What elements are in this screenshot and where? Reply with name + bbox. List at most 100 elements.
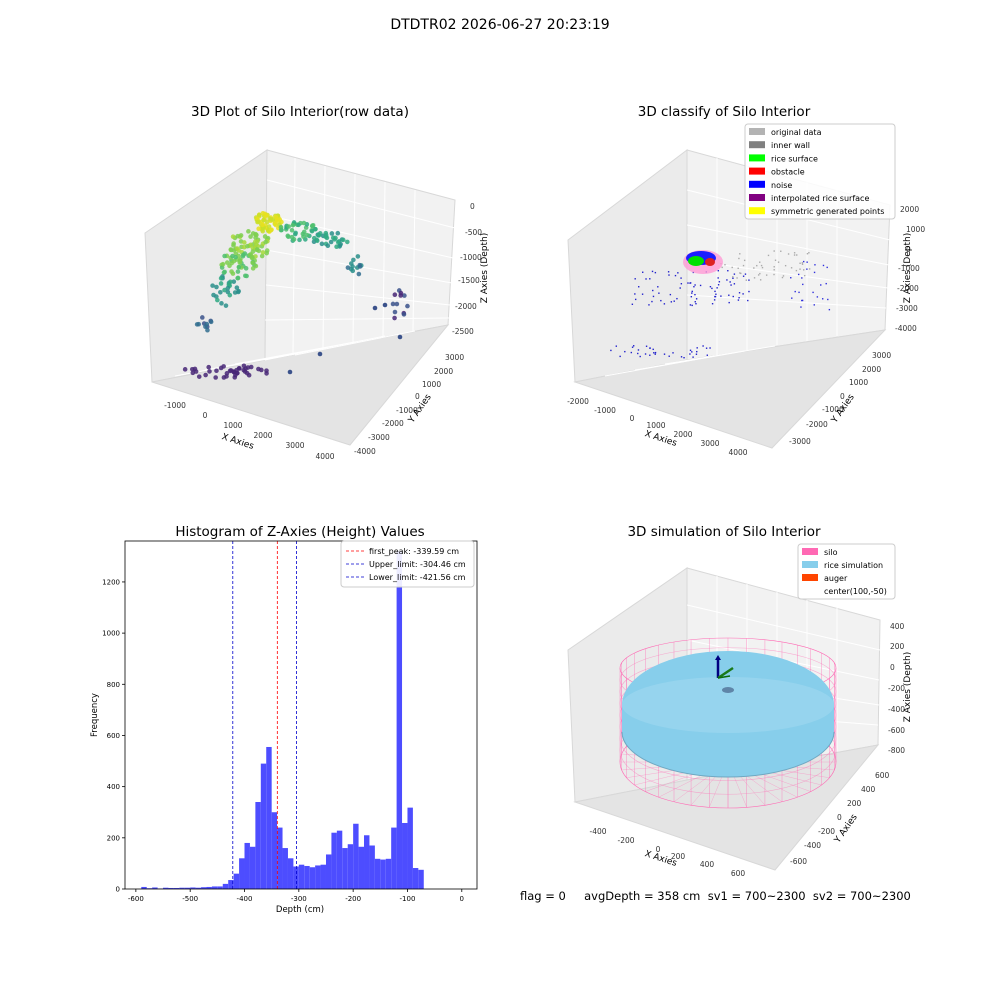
histogram-bar bbox=[315, 865, 321, 889]
histogram-bar bbox=[374, 858, 381, 889]
simulation-xtick: 200 bbox=[671, 852, 686, 861]
histogram-bar bbox=[336, 830, 343, 889]
classify-ztick: 0 bbox=[906, 245, 911, 254]
classify-xtick: 4000 bbox=[728, 448, 747, 457]
raw-ztick: 0 bbox=[470, 202, 475, 211]
simulation-ytick: 0 bbox=[837, 813, 842, 822]
legend-swatch bbox=[749, 180, 765, 188]
legend-swatch bbox=[802, 561, 818, 568]
simulation-ytick: 600 bbox=[875, 771, 890, 780]
histogram-bar bbox=[298, 864, 305, 889]
histogram-bar bbox=[325, 854, 332, 889]
classify-ztick: -3000 bbox=[896, 304, 918, 313]
simulation-ztick: 200 bbox=[890, 642, 905, 651]
classify-left-pane bbox=[567, 148, 688, 383]
raw-xlabel: X Axies bbox=[220, 432, 255, 452]
status-footer: flag = 0 avgDepth = 358 cm sv1 = 700~230… bbox=[520, 889, 911, 903]
histogram-ytick-label: 800 bbox=[107, 681, 120, 689]
simulation-ytick: -200 bbox=[818, 827, 835, 836]
classify-ytick: -2000 bbox=[806, 420, 828, 429]
raw-ytick: -2000 bbox=[382, 419, 404, 428]
raw-plot-title: 3D Plot of Silo Interior(row data) bbox=[191, 104, 409, 120]
histogram-bar bbox=[239, 858, 245, 889]
raw-ytick: -1000 bbox=[396, 406, 418, 415]
raw-xtick: 0 bbox=[203, 411, 208, 420]
legend-label: noise bbox=[771, 181, 792, 190]
legend-label: symmetric generated points bbox=[771, 207, 884, 216]
histogram-ytick-label: 1000 bbox=[102, 630, 120, 638]
histogram-bar bbox=[233, 873, 240, 889]
histogram-xtick-label: 0 bbox=[460, 895, 464, 903]
classify-xtick: 3000 bbox=[700, 439, 719, 448]
raw-floor-pane bbox=[151, 324, 450, 446]
histogram-bar bbox=[249, 846, 256, 889]
legend-label: obstacle bbox=[771, 168, 805, 177]
simulation-ytick: -600 bbox=[790, 857, 807, 866]
histogram-bar bbox=[222, 883, 229, 889]
classify-ytick: 2000 bbox=[862, 365, 881, 374]
legend-label: center(100,-50) bbox=[824, 587, 887, 596]
legend-label: original data bbox=[771, 128, 822, 137]
histogram-bar bbox=[277, 827, 283, 889]
simulation-xtick: 400 bbox=[700, 860, 715, 869]
simulation-ytick: 200 bbox=[847, 799, 862, 808]
classify-ztick: 2000 bbox=[900, 205, 919, 214]
classify-ytick: 3000 bbox=[872, 351, 891, 360]
histogram-bar bbox=[190, 887, 196, 889]
histogram-bar bbox=[353, 823, 359, 889]
raw-ytick: 3000 bbox=[445, 353, 464, 362]
histogram-bar bbox=[402, 822, 408, 889]
legend-swatch bbox=[802, 574, 818, 581]
legend-swatch bbox=[749, 154, 765, 162]
raw-ztick: -2500 bbox=[452, 327, 474, 336]
raw-ytick: 1000 bbox=[422, 380, 441, 389]
histogram-bar bbox=[184, 887, 191, 889]
raw-xtick: 1000 bbox=[223, 421, 242, 430]
simulation-ztick: -600 bbox=[888, 726, 905, 735]
raw-ytick: 0 bbox=[415, 392, 420, 401]
histogram-bar bbox=[407, 807, 413, 889]
histogram-bar bbox=[152, 887, 158, 889]
legend-swatch bbox=[749, 128, 765, 135]
histogram-legend-label: Upper_limit: -304.46 cm bbox=[369, 560, 466, 569]
classify-legend: original data inner wall rice surface obsta… bbox=[744, 123, 896, 220]
histogram-chart: Histogram of Z-Axies (Height) Values -60… bbox=[90, 524, 478, 915]
histogram-ytick-label: 1200 bbox=[102, 578, 120, 586]
legend-swatch bbox=[749, 167, 765, 175]
legend-label: inner wall bbox=[771, 141, 810, 150]
histogram-bar bbox=[217, 886, 223, 889]
histogram-bar bbox=[347, 844, 354, 889]
simulation-ztick: 0 bbox=[890, 663, 895, 672]
simulation-rice-surface bbox=[621, 651, 835, 778]
classify-ytick: -1000 bbox=[822, 405, 844, 414]
histogram-ylabel: Frequency bbox=[90, 693, 100, 737]
simulation-ytick: 400 bbox=[861, 785, 876, 794]
histogram-bar bbox=[206, 886, 212, 889]
histogram-bar bbox=[201, 887, 207, 889]
raw-ytick: 2000 bbox=[434, 367, 453, 376]
raw-ytick: -3000 bbox=[368, 433, 390, 442]
histogram-bar bbox=[260, 763, 267, 889]
simulation-ytick: -400 bbox=[804, 841, 821, 850]
legend-swatch bbox=[802, 548, 818, 555]
classify-plot-title: 3D classify of Silo Interior bbox=[638, 104, 811, 120]
histogram-bar bbox=[211, 886, 218, 889]
simulation-xtick: 600 bbox=[731, 869, 746, 878]
raw-ztick: -1000 bbox=[460, 253, 482, 262]
legend-label: rice simulation bbox=[824, 561, 883, 570]
histogram-bar bbox=[391, 827, 397, 889]
histogram-xtick-label: -200 bbox=[345, 895, 361, 903]
histogram-bar bbox=[380, 859, 386, 889]
histogram-bar bbox=[369, 845, 375, 889]
classify-zlabel: Z Axies (Depth) bbox=[903, 233, 913, 304]
simulation-xtick: 0 bbox=[656, 845, 661, 854]
classify-ztick: -1000 bbox=[898, 264, 920, 273]
simulation-ztick: -800 bbox=[888, 746, 905, 755]
histogram-bar bbox=[320, 864, 326, 889]
raw-xtick: 2000 bbox=[253, 431, 272, 440]
histogram-bar bbox=[173, 887, 180, 889]
histogram-xtick-label: -300 bbox=[291, 895, 307, 903]
histogram-bar bbox=[364, 835, 370, 889]
simulation-ztick: -400 bbox=[888, 705, 905, 714]
classify-obstacle-blob bbox=[705, 258, 715, 266]
